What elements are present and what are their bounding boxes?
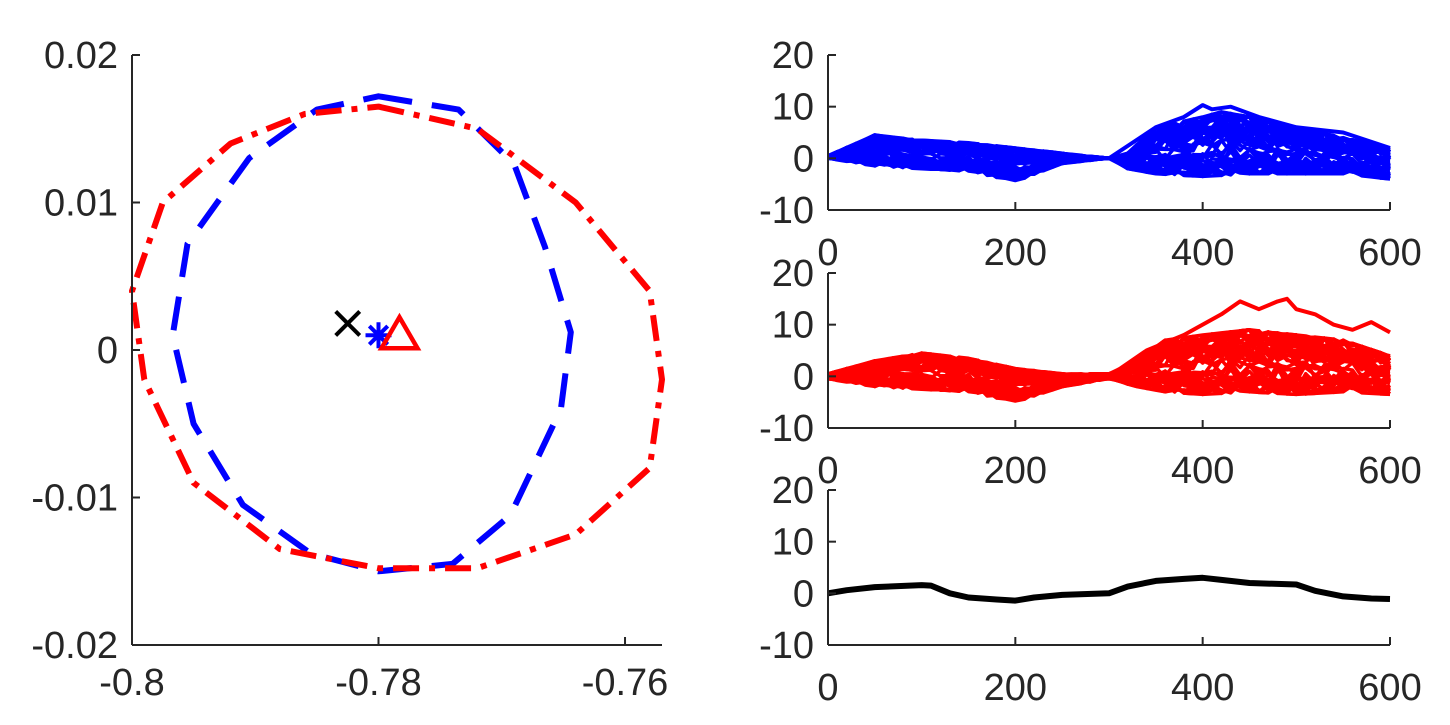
- phase-y-tick-label: 0.02: [44, 35, 118, 77]
- red-panel-y-tick-label: 20: [772, 253, 814, 295]
- mean-panel-y-tick-label: 0: [793, 573, 814, 615]
- phase-markers: [334, 310, 422, 351]
- phase-y-tick-label: 0.01: [44, 183, 118, 225]
- red-peak-trace: [827, 296, 1391, 379]
- phase-y-tick-label: 0: [97, 330, 118, 372]
- phase-x-tick-label: -0.8: [99, 662, 164, 704]
- mean-panel-y-tick-label: 10: [772, 522, 814, 564]
- phase-plane-panel: -0.8 -0.78 -0.76 -0.02 -0.01 0 0.01 0.02: [31, 35, 668, 704]
- blue-traces: [827, 103, 1392, 183]
- blue-peak-trace: [827, 103, 1391, 161]
- blue-panel-y-tick-label: 20: [772, 35, 814, 77]
- blue-panel-x-tick-label: 0: [817, 232, 838, 274]
- mean-panel-y-tick-label: 20: [772, 470, 814, 512]
- red-traces: [827, 296, 1392, 403]
- blue-panel-x-tick-label: 600: [1358, 232, 1421, 274]
- phase-x-tick-label: -0.76: [582, 662, 669, 704]
- phase-y-tick-label: -0.01: [31, 478, 118, 520]
- red-panel-x-tick-label: 200: [984, 450, 1047, 492]
- blue-panel-y-tick-label: 10: [772, 87, 814, 129]
- phase-y-tick-label: -0.02: [31, 625, 118, 667]
- red-panel-x-tick-label: 400: [1171, 450, 1234, 492]
- mean-trace-line: [827, 574, 1391, 604]
- red-panel-y-tick-label: 10: [772, 305, 814, 347]
- mean-panel-x-tick-label: 0: [817, 667, 838, 709]
- red-dashdot-orbit: [129, 103, 665, 572]
- black-x-marker: [334, 310, 362, 337]
- mean-trace: [827, 574, 1391, 604]
- blue-panel-x-tick-label: 400: [1171, 232, 1234, 274]
- phase-axes: -0.8 -0.78 -0.76 -0.02 -0.01 0 0.01 0.02: [31, 35, 668, 704]
- red-triangle-marker: [377, 312, 422, 351]
- mean-panel-y-tick-label: -10: [759, 625, 814, 667]
- phase-curves: [129, 93, 665, 575]
- red-panel-x-tick-label: 600: [1358, 450, 1421, 492]
- blue-panel-x-tick-label: 200: [984, 232, 1047, 274]
- mean-panel-x-tick-label: 200: [984, 667, 1047, 709]
- red-panel-y-tick-label: -10: [759, 408, 814, 450]
- mean-panel-x-tick-label: 600: [1358, 667, 1421, 709]
- phase-x-tick-label: -0.78: [335, 662, 422, 704]
- blue-panel-y-tick-label: -10: [759, 190, 814, 232]
- red-panel-y-tick-label: 0: [793, 356, 814, 398]
- blue-panel-y-tick-label: 0: [793, 138, 814, 180]
- mean-panel-x-tick-label: 400: [1171, 667, 1234, 709]
- red-panel-x-tick-label: 0: [817, 450, 838, 492]
